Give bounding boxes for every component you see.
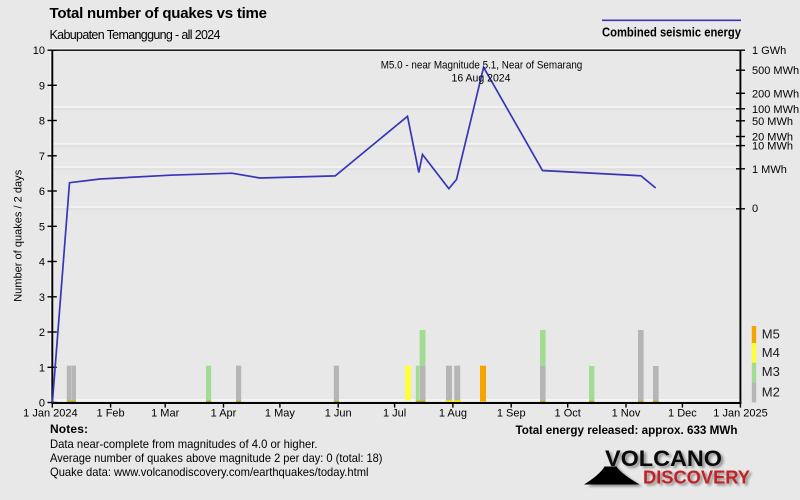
svg-text:8: 8	[39, 116, 45, 128]
svg-text:1 Aug: 1 Aug	[439, 407, 467, 419]
svg-text:100 MWh: 100 MWh	[752, 104, 799, 116]
svg-text:3: 3	[39, 292, 45, 304]
svg-text:5: 5	[39, 221, 45, 233]
svg-text:1 Mar: 1 Mar	[151, 407, 179, 419]
svg-text:M5.0 - near Magnitude 5.1, Nea: M5.0 - near Magnitude 5.1, Near of Semar…	[381, 59, 583, 71]
svg-text:Total energy released: approx.: Total energy released: approx. 633 MWh	[516, 423, 738, 437]
svg-text:1 Apr: 1 Apr	[211, 407, 237, 419]
svg-text:1 Oct: 1 Oct	[555, 407, 581, 419]
svg-text:20 MWh: 20 MWh	[752, 132, 793, 144]
svg-text:VOLCANO: VOLCANO	[608, 448, 725, 473]
svg-text:10: 10	[33, 45, 45, 57]
svg-text:0: 0	[752, 203, 758, 215]
svg-text:16 Aug 2024: 16 Aug 2024	[452, 73, 511, 85]
svg-text:Total number of quakes vs time: Total number of quakes vs time	[50, 5, 268, 22]
svg-text:0: 0	[39, 398, 45, 410]
svg-text:DISCOVERY: DISCOVERY	[643, 466, 751, 487]
svg-text:1 Jun: 1 Jun	[325, 407, 352, 419]
svg-text:Kabupaten Temanggung - all 202: Kabupaten Temanggung - all 2024	[50, 28, 221, 42]
svg-text:2: 2	[39, 327, 45, 339]
svg-text:M5: M5	[762, 326, 780, 341]
svg-text:1: 1	[39, 362, 45, 374]
svg-text:Quake data: www.volcanodiscove: Quake data: www.volcanodiscovery.com/ear…	[50, 465, 369, 479]
svg-text:1 Jan 2024: 1 Jan 2024	[23, 407, 77, 419]
svg-text:Average number of quakes above: Average number of quakes above magnitude…	[50, 451, 383, 465]
svg-text:1 Sep: 1 Sep	[497, 407, 526, 419]
svg-text:1 May: 1 May	[265, 407, 295, 419]
svg-text:1 Jan 2025: 1 Jan 2025	[713, 407, 767, 419]
svg-text:1 Dec: 1 Dec	[668, 407, 697, 419]
svg-text:1 Nov: 1 Nov	[612, 407, 641, 419]
svg-text:4: 4	[39, 257, 45, 269]
svg-text:DISCOVERY: DISCOVERY	[646, 469, 754, 490]
svg-text:M3: M3	[762, 364, 780, 379]
svg-text:200 MWh: 200 MWh	[752, 88, 799, 100]
svg-text:9: 9	[39, 80, 45, 92]
svg-text:6: 6	[39, 186, 45, 198]
svg-text:1 GWh: 1 GWh	[752, 45, 786, 57]
svg-text:1 Jul: 1 Jul	[383, 407, 406, 419]
svg-text:M4: M4	[762, 345, 780, 360]
svg-text:10 MWh: 10 MWh	[752, 141, 793, 153]
svg-text:1 Feb: 1 Feb	[97, 407, 125, 419]
svg-text:Combined seismic energy: Combined seismic energy	[602, 25, 742, 40]
svg-text:7: 7	[39, 151, 45, 163]
svg-text:1 MWh: 1 MWh	[752, 164, 787, 176]
svg-text:M2: M2	[762, 384, 780, 399]
svg-text:Data near-complete from magnit: Data near-complete from magnitudes of 4.…	[50, 437, 318, 451]
svg-text:500 MWh: 500 MWh	[752, 65, 799, 77]
svg-text:Number of quakes / 2 days: Number of quakes / 2 days	[12, 169, 24, 301]
svg-text:VOLCANO: VOLCANO	[605, 446, 722, 471]
svg-text:50 MWh: 50 MWh	[752, 116, 793, 128]
svg-text:Notes:: Notes:	[50, 422, 88, 436]
